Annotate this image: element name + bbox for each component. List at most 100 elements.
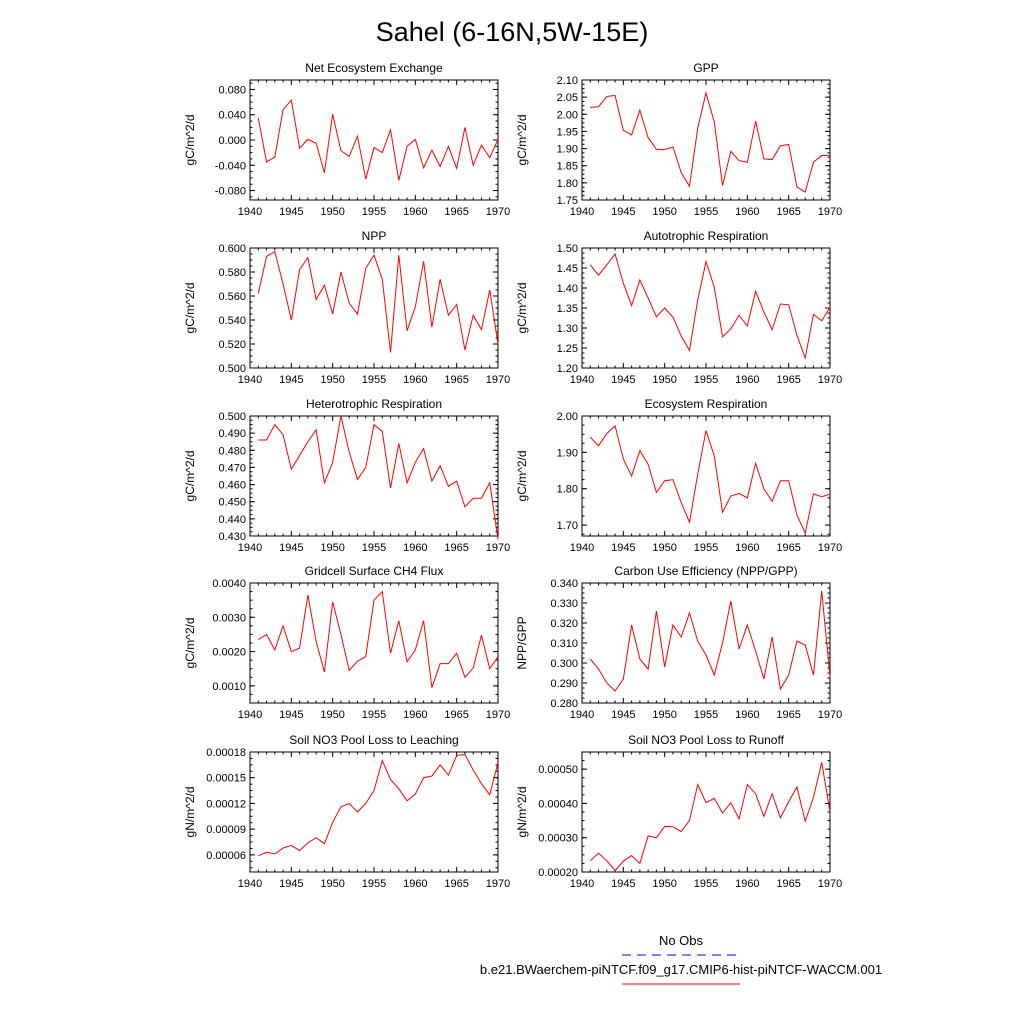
legend-label-no-obs: No Obs bbox=[659, 933, 704, 948]
x-tick-label: 1945 bbox=[611, 374, 635, 386]
x-tick-label: 1965 bbox=[776, 542, 800, 554]
plot-frame bbox=[249, 247, 499, 369]
y-tick-label: 2.10 bbox=[557, 75, 578, 87]
y-tick-label: 0.430 bbox=[218, 531, 246, 543]
y-tick-label: -0.040 bbox=[215, 160, 246, 172]
y-tick-label: 1.30 bbox=[557, 323, 578, 335]
plot-frame bbox=[249, 79, 499, 201]
series-line bbox=[257, 250, 499, 353]
x-tick-label: 1950 bbox=[320, 206, 344, 218]
y-axis-label: gC/m^2/d bbox=[183, 451, 197, 502]
x-tick-label: 1965 bbox=[776, 878, 800, 890]
y-tick-label: 0.440 bbox=[218, 514, 246, 526]
y-tick-label: 1.20 bbox=[557, 363, 578, 375]
chart-panels: Net Ecosystem Exchange gC/m^2/d 1940 1945 19… bbox=[183, 61, 842, 890]
y-axis-label: gC/m^2/d bbox=[183, 283, 197, 334]
y-tick-label: 0.0030 bbox=[212, 612, 246, 624]
x-tick-label: 1965 bbox=[444, 709, 468, 721]
x-tick-label: 1955 bbox=[362, 878, 386, 890]
figure-title: Sahel (6-16N,5W-15E) bbox=[376, 17, 649, 47]
y-tick-label: 0.0040 bbox=[212, 578, 246, 590]
x-tick-label: 1945 bbox=[279, 709, 303, 721]
y-axis-label: gC/m^2/d bbox=[515, 283, 529, 334]
y-axis-label: gN/m^2/d bbox=[515, 787, 529, 838]
x-tick-label: 1970 bbox=[486, 709, 510, 721]
y-tick-label: 0.00020 bbox=[538, 867, 578, 879]
x-tick-label: 1940 bbox=[238, 709, 262, 721]
x-tick-label: 1955 bbox=[362, 374, 386, 386]
y-tick-label: 0.280 bbox=[550, 698, 578, 710]
y-tick-label: 0.00009 bbox=[206, 824, 246, 836]
y-tick-label: 0.500 bbox=[218, 363, 246, 375]
x-tick-label: 1950 bbox=[652, 878, 676, 890]
y-tick-label: 1.90 bbox=[557, 447, 578, 459]
y-tick-label: 1.50 bbox=[557, 243, 578, 255]
x-tick-label: 1940 bbox=[570, 542, 594, 554]
x-tick-label: 1970 bbox=[818, 878, 842, 890]
panel-gpp: GPP gC/m^2/d 1940 1945 1950 1955 1960 1965 1970 1… bbox=[515, 61, 842, 218]
y-tick-label: 0.520 bbox=[218, 339, 246, 351]
series-line bbox=[258, 590, 499, 688]
y-axis-label: gN/m^2/d bbox=[183, 787, 197, 838]
x-tick-label: 1965 bbox=[776, 206, 800, 218]
x-tick-label: 1950 bbox=[320, 542, 344, 554]
x-tick-label: 1960 bbox=[735, 878, 759, 890]
legend: No Obs b.e21.BWaerchem-piNTCF.f09_g17.CM… bbox=[480, 933, 882, 985]
x-tick-label: 1970 bbox=[818, 542, 842, 554]
x-tick-label: 1940 bbox=[238, 542, 262, 554]
y-tick-label: 2.00 bbox=[557, 109, 578, 121]
y-tick-label: 0.310 bbox=[550, 638, 578, 650]
x-tick-label: 1950 bbox=[652, 542, 676, 554]
x-tick-label: 1955 bbox=[362, 709, 386, 721]
y-tick-label: 1.25 bbox=[557, 343, 578, 355]
panel-title: GPP bbox=[693, 61, 718, 75]
y-tick-label: 0.00040 bbox=[538, 798, 578, 810]
x-tick-label: 1945 bbox=[611, 206, 635, 218]
x-tick-label: 1940 bbox=[570, 878, 594, 890]
x-tick-label: 1945 bbox=[279, 206, 303, 218]
x-tick-label: 1950 bbox=[652, 206, 676, 218]
y-tick-label: 0.290 bbox=[550, 678, 578, 690]
x-tick-label: 1945 bbox=[611, 542, 635, 554]
x-tick-label: 1965 bbox=[444, 878, 468, 890]
x-tick-label: 1955 bbox=[694, 878, 718, 890]
x-tick-label: 1940 bbox=[238, 878, 262, 890]
panel-soil-no3-pool-loss-to-runoff: Soil NO3 Pool Loss to Runoff gN/m^2/d 1940… bbox=[515, 733, 842, 890]
y-tick-label: 1.40 bbox=[557, 283, 578, 295]
y-tick-label: 0.500 bbox=[218, 411, 246, 423]
x-tick-label: 1965 bbox=[444, 542, 468, 554]
panel-autotrophic-respiration: Autotrophic Respiration gC/m^2/d 1940 1945 1… bbox=[515, 229, 842, 386]
y-axis-label: NPP/GPP bbox=[515, 616, 529, 669]
plot-frame bbox=[581, 79, 831, 201]
y-tick-label: 0.0020 bbox=[212, 647, 246, 659]
plot-frame bbox=[581, 415, 831, 537]
x-tick-label: 1970 bbox=[486, 206, 510, 218]
x-tick-label: 1950 bbox=[652, 374, 676, 386]
x-tick-label: 1950 bbox=[320, 374, 344, 386]
y-tick-label: 0.330 bbox=[550, 598, 578, 610]
x-tick-label: 1970 bbox=[486, 542, 510, 554]
plot-frame bbox=[249, 415, 499, 537]
y-tick-label: 0.080 bbox=[218, 84, 246, 96]
x-tick-label: 1940 bbox=[570, 709, 594, 721]
panel-carbon-use-efficiency-npp-gpp: Carbon Use Efficiency (NPP/GPP) NPP/GPP 19… bbox=[515, 564, 842, 721]
y-tick-label: 1.85 bbox=[557, 161, 578, 173]
y-tick-label: 0.0010 bbox=[212, 681, 246, 693]
y-tick-label: 0.540 bbox=[218, 315, 246, 327]
y-tick-label: 0.00006 bbox=[206, 850, 246, 862]
y-tick-label: 0.580 bbox=[218, 267, 246, 279]
x-tick-label: 1960 bbox=[403, 374, 427, 386]
x-tick-label: 1970 bbox=[486, 374, 510, 386]
y-axis-label: gC/m^2/d bbox=[183, 618, 197, 669]
x-tick-label: 1965 bbox=[444, 206, 468, 218]
y-tick-label: 0.00012 bbox=[206, 798, 246, 810]
panel-title: Autotrophic Respiration bbox=[644, 229, 769, 243]
y-tick-label: 1.80 bbox=[557, 178, 578, 190]
series-line bbox=[589, 590, 831, 692]
x-tick-label: 1945 bbox=[611, 709, 635, 721]
x-tick-label: 1970 bbox=[486, 878, 510, 890]
panel-title: NPP bbox=[362, 229, 387, 243]
x-tick-label: 1960 bbox=[403, 206, 427, 218]
y-tick-label: 0.490 bbox=[218, 428, 246, 440]
